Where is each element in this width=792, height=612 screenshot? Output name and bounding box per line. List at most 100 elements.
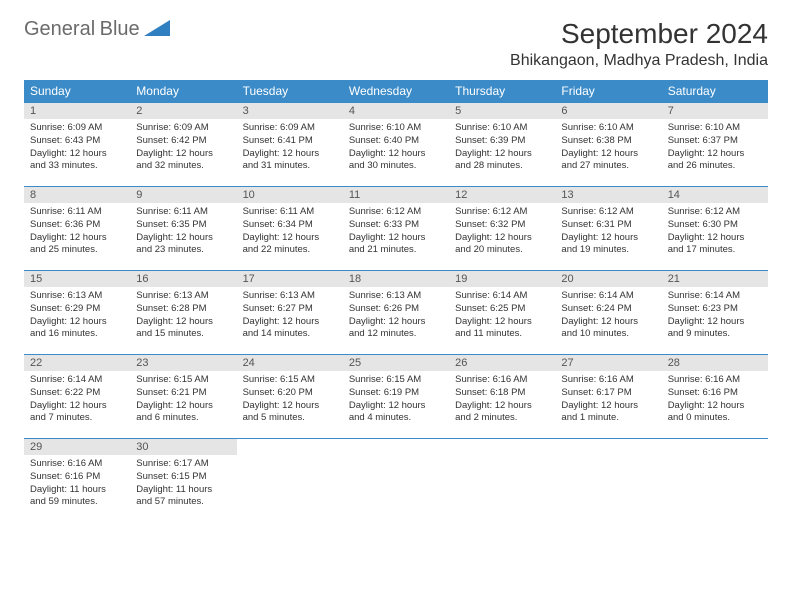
day-info: Sunrise: 6:14 AMSunset: 6:23 PMDaylight:… [662, 287, 768, 347]
day-number: 3 [237, 103, 343, 119]
day-info: Sunrise: 6:12 AMSunset: 6:30 PMDaylight:… [662, 203, 768, 263]
day-number: 27 [555, 355, 661, 371]
day-cell: 24Sunrise: 6:15 AMSunset: 6:20 PMDayligh… [237, 355, 343, 439]
day-cell: 15Sunrise: 6:13 AMSunset: 6:29 PMDayligh… [24, 271, 130, 355]
weekday-header: Saturday [662, 80, 768, 103]
location: Bhikangaon, Madhya Pradesh, India [510, 52, 768, 70]
day-cell: 30Sunrise: 6:17 AMSunset: 6:15 PMDayligh… [130, 439, 236, 523]
day-cell: 21Sunrise: 6:14 AMSunset: 6:23 PMDayligh… [662, 271, 768, 355]
day-info: Sunrise: 6:14 AMSunset: 6:22 PMDaylight:… [24, 371, 130, 431]
day-info: Sunrise: 6:13 AMSunset: 6:27 PMDaylight:… [237, 287, 343, 347]
triangle-icon [144, 18, 170, 41]
day-info: Sunrise: 6:13 AMSunset: 6:29 PMDaylight:… [24, 287, 130, 347]
day-number: 24 [237, 355, 343, 371]
empty-cell [237, 439, 343, 523]
day-cell: 26Sunrise: 6:16 AMSunset: 6:18 PMDayligh… [449, 355, 555, 439]
empty-cell [662, 439, 768, 523]
weekday-header: Wednesday [343, 80, 449, 103]
day-info: Sunrise: 6:10 AMSunset: 6:37 PMDaylight:… [662, 119, 768, 179]
day-info: Sunrise: 6:15 AMSunset: 6:19 PMDaylight:… [343, 371, 449, 431]
day-cell: 12Sunrise: 6:12 AMSunset: 6:32 PMDayligh… [449, 187, 555, 271]
day-cell: 8Sunrise: 6:11 AMSunset: 6:36 PMDaylight… [24, 187, 130, 271]
day-number: 9 [130, 187, 236, 203]
day-cell: 23Sunrise: 6:15 AMSunset: 6:21 PMDayligh… [130, 355, 236, 439]
day-info: Sunrise: 6:17 AMSunset: 6:15 PMDaylight:… [130, 455, 236, 515]
day-cell: 1Sunrise: 6:09 AMSunset: 6:43 PMDaylight… [24, 103, 130, 187]
day-cell: 11Sunrise: 6:12 AMSunset: 6:33 PMDayligh… [343, 187, 449, 271]
day-cell: 6Sunrise: 6:10 AMSunset: 6:38 PMDaylight… [555, 103, 661, 187]
day-info: Sunrise: 6:16 AMSunset: 6:16 PMDaylight:… [24, 455, 130, 515]
day-cell: 28Sunrise: 6:16 AMSunset: 6:16 PMDayligh… [662, 355, 768, 439]
weekday-header: Sunday [24, 80, 130, 103]
day-cell: 17Sunrise: 6:13 AMSunset: 6:27 PMDayligh… [237, 271, 343, 355]
day-cell: 13Sunrise: 6:12 AMSunset: 6:31 PMDayligh… [555, 187, 661, 271]
day-number: 5 [449, 103, 555, 119]
day-number: 22 [24, 355, 130, 371]
day-number: 14 [662, 187, 768, 203]
day-info: Sunrise: 6:16 AMSunset: 6:16 PMDaylight:… [662, 371, 768, 431]
day-info: Sunrise: 6:12 AMSunset: 6:32 PMDaylight:… [449, 203, 555, 263]
weekday-header: Monday [130, 80, 236, 103]
weekday-header: Thursday [449, 80, 555, 103]
day-cell: 25Sunrise: 6:15 AMSunset: 6:19 PMDayligh… [343, 355, 449, 439]
calendar-head: SundayMondayTuesdayWednesdayThursdayFrid… [24, 80, 768, 103]
day-number: 26 [449, 355, 555, 371]
day-cell: 4Sunrise: 6:10 AMSunset: 6:40 PMDaylight… [343, 103, 449, 187]
day-number: 10 [237, 187, 343, 203]
day-cell: 5Sunrise: 6:10 AMSunset: 6:39 PMDaylight… [449, 103, 555, 187]
empty-cell [343, 439, 449, 523]
day-number: 23 [130, 355, 236, 371]
calendar-body: 1Sunrise: 6:09 AMSunset: 6:43 PMDaylight… [24, 103, 768, 523]
day-info: Sunrise: 6:16 AMSunset: 6:18 PMDaylight:… [449, 371, 555, 431]
day-cell: 7Sunrise: 6:10 AMSunset: 6:37 PMDaylight… [662, 103, 768, 187]
day-number: 7 [662, 103, 768, 119]
day-cell: 16Sunrise: 6:13 AMSunset: 6:28 PMDayligh… [130, 271, 236, 355]
day-number: 21 [662, 271, 768, 287]
day-info: Sunrise: 6:10 AMSunset: 6:40 PMDaylight:… [343, 119, 449, 179]
day-number: 13 [555, 187, 661, 203]
day-cell: 27Sunrise: 6:16 AMSunset: 6:17 PMDayligh… [555, 355, 661, 439]
weekday-header: Tuesday [237, 80, 343, 103]
day-info: Sunrise: 6:15 AMSunset: 6:21 PMDaylight:… [130, 371, 236, 431]
day-info: Sunrise: 6:12 AMSunset: 6:31 PMDaylight:… [555, 203, 661, 263]
day-info: Sunrise: 6:16 AMSunset: 6:17 PMDaylight:… [555, 371, 661, 431]
empty-cell [555, 439, 661, 523]
day-number: 18 [343, 271, 449, 287]
day-info: Sunrise: 6:09 AMSunset: 6:41 PMDaylight:… [237, 119, 343, 179]
day-info: Sunrise: 6:10 AMSunset: 6:39 PMDaylight:… [449, 119, 555, 179]
day-number: 29 [24, 439, 130, 455]
day-info: Sunrise: 6:11 AMSunset: 6:35 PMDaylight:… [130, 203, 236, 263]
day-number: 6 [555, 103, 661, 119]
day-number: 12 [449, 187, 555, 203]
day-cell: 9Sunrise: 6:11 AMSunset: 6:35 PMDaylight… [130, 187, 236, 271]
empty-cell [449, 439, 555, 523]
day-cell: 14Sunrise: 6:12 AMSunset: 6:30 PMDayligh… [662, 187, 768, 271]
day-number: 8 [24, 187, 130, 203]
day-info: Sunrise: 6:11 AMSunset: 6:36 PMDaylight:… [24, 203, 130, 263]
day-info: Sunrise: 6:10 AMSunset: 6:38 PMDaylight:… [555, 119, 661, 179]
day-cell: 20Sunrise: 6:14 AMSunset: 6:24 PMDayligh… [555, 271, 661, 355]
calendar-table: SundayMondayTuesdayWednesdayThursdayFrid… [24, 80, 768, 523]
day-info: Sunrise: 6:09 AMSunset: 6:42 PMDaylight:… [130, 119, 236, 179]
day-cell: 18Sunrise: 6:13 AMSunset: 6:26 PMDayligh… [343, 271, 449, 355]
day-cell: 10Sunrise: 6:11 AMSunset: 6:34 PMDayligh… [237, 187, 343, 271]
day-info: Sunrise: 6:12 AMSunset: 6:33 PMDaylight:… [343, 203, 449, 263]
header: General Blue September 2024 Bhikangaon, … [24, 18, 768, 70]
day-number: 25 [343, 355, 449, 371]
day-info: Sunrise: 6:13 AMSunset: 6:28 PMDaylight:… [130, 287, 236, 347]
day-info: Sunrise: 6:14 AMSunset: 6:24 PMDaylight:… [555, 287, 661, 347]
day-number: 1 [24, 103, 130, 119]
day-number: 15 [24, 271, 130, 287]
day-number: 17 [237, 271, 343, 287]
day-cell: 2Sunrise: 6:09 AMSunset: 6:42 PMDaylight… [130, 103, 236, 187]
day-info: Sunrise: 6:14 AMSunset: 6:25 PMDaylight:… [449, 287, 555, 347]
day-info: Sunrise: 6:09 AMSunset: 6:43 PMDaylight:… [24, 119, 130, 179]
day-info: Sunrise: 6:15 AMSunset: 6:20 PMDaylight:… [237, 371, 343, 431]
logo-text: General Blue [24, 19, 140, 40]
day-number: 4 [343, 103, 449, 119]
day-cell: 22Sunrise: 6:14 AMSunset: 6:22 PMDayligh… [24, 355, 130, 439]
logo-text-blue: Blue [100, 18, 140, 40]
day-number: 28 [662, 355, 768, 371]
day-number: 2 [130, 103, 236, 119]
day-info: Sunrise: 6:11 AMSunset: 6:34 PMDaylight:… [237, 203, 343, 263]
